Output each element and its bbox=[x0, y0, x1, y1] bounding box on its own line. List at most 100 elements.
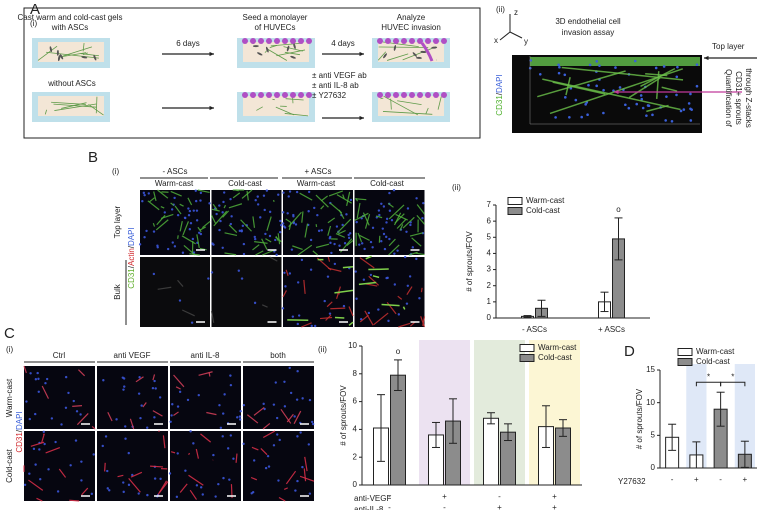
nucleus bbox=[219, 426, 223, 429]
stained-structure bbox=[210, 310, 215, 323]
treatment: ± Y27632 bbox=[312, 91, 347, 100]
nucleus bbox=[665, 95, 668, 98]
nucleus bbox=[639, 94, 643, 97]
nucleus bbox=[28, 417, 31, 421]
nucleus bbox=[75, 410, 79, 413]
nucleus bbox=[34, 378, 38, 381]
nucleus bbox=[385, 235, 388, 239]
nucleus bbox=[309, 238, 313, 242]
stained-structure bbox=[189, 253, 200, 256]
x-row-label: - bbox=[388, 503, 391, 510]
legend-swatch bbox=[507, 197, 523, 205]
nucleus bbox=[262, 402, 265, 406]
legend-swatch bbox=[519, 344, 535, 352]
nucleus bbox=[689, 92, 692, 96]
stained-structure bbox=[222, 210, 230, 218]
nucleus bbox=[44, 382, 47, 385]
huvec bbox=[393, 38, 399, 44]
y-axis-label: # of sprouts/FOV bbox=[635, 388, 644, 449]
panel-label: D bbox=[624, 343, 635, 360]
nucleus bbox=[171, 241, 174, 244]
nucleus bbox=[197, 231, 201, 235]
stained-structure bbox=[81, 487, 89, 496]
nucleus bbox=[238, 229, 242, 233]
stained-structure bbox=[69, 499, 80, 502]
y-tick-label: 3 bbox=[487, 265, 492, 274]
nucleus bbox=[584, 103, 587, 106]
nucleus bbox=[184, 469, 187, 472]
nucleus bbox=[218, 404, 221, 407]
x-row-label: + bbox=[552, 492, 557, 501]
y-tick-label: 0 bbox=[651, 463, 656, 472]
nucleus bbox=[418, 297, 421, 300]
nucleus bbox=[124, 437, 127, 440]
fiber bbox=[275, 106, 295, 116]
stained-structure bbox=[72, 405, 83, 407]
nucleus bbox=[296, 281, 300, 284]
stained-structure bbox=[368, 268, 389, 271]
nucleus bbox=[221, 246, 224, 249]
stained-structure bbox=[200, 433, 212, 443]
stained-structure bbox=[41, 385, 50, 399]
nucleus bbox=[362, 278, 366, 281]
nucleus bbox=[153, 416, 156, 419]
micrograph bbox=[211, 257, 282, 327]
huvec bbox=[401, 38, 407, 44]
nucleus bbox=[80, 460, 83, 463]
huvec bbox=[385, 38, 391, 44]
stain-label: CD31/DAPI bbox=[495, 74, 504, 115]
nucleus bbox=[122, 481, 125, 484]
stained-structure bbox=[76, 412, 89, 426]
stain-part: / bbox=[15, 429, 24, 432]
stained-structure bbox=[336, 194, 352, 204]
nucleus bbox=[602, 88, 605, 92]
stained-structure bbox=[199, 226, 206, 231]
huvec bbox=[393, 92, 399, 98]
stained-structure bbox=[208, 372, 211, 377]
stained-structure bbox=[240, 219, 252, 232]
label: 3D endothelial cell bbox=[555, 17, 621, 26]
nucleus bbox=[662, 65, 666, 68]
nucleus bbox=[682, 108, 686, 111]
sprout-signal bbox=[628, 77, 661, 99]
stained-structure bbox=[252, 216, 256, 228]
stained-structure bbox=[188, 452, 191, 455]
y-tick-label: 0 bbox=[353, 480, 358, 489]
nucleus bbox=[159, 477, 162, 481]
nucleus bbox=[192, 209, 195, 212]
nucleus bbox=[282, 191, 285, 194]
stained-structure bbox=[147, 200, 160, 211]
nucleus bbox=[276, 433, 279, 436]
nucleus bbox=[189, 430, 192, 433]
nucleus bbox=[291, 315, 295, 318]
nucleus bbox=[218, 228, 221, 232]
asc bbox=[286, 45, 290, 52]
nucleus bbox=[308, 398, 312, 402]
label: with ASCs bbox=[51, 23, 88, 32]
fiber bbox=[382, 111, 433, 115]
nucleus bbox=[69, 464, 72, 467]
stained-structure bbox=[104, 462, 106, 472]
nucleus bbox=[199, 199, 202, 202]
stained-structure bbox=[251, 446, 259, 451]
stained-structure bbox=[422, 316, 426, 326]
y-tick-label: 6 bbox=[487, 216, 492, 225]
nucleus bbox=[275, 253, 278, 257]
stained-structure bbox=[285, 470, 297, 485]
quant-label: CD31+ sprouts bbox=[734, 71, 743, 125]
nucleus bbox=[122, 377, 126, 380]
nucleus bbox=[223, 393, 226, 396]
nucleus bbox=[153, 477, 157, 480]
fiber bbox=[269, 44, 278, 49]
nucleus bbox=[173, 196, 176, 200]
stained-structure bbox=[195, 448, 199, 459]
stained-structure bbox=[327, 256, 331, 262]
nucleus bbox=[580, 115, 583, 119]
nucleus bbox=[43, 442, 46, 446]
nucleus bbox=[310, 420, 314, 424]
stain-label: CD31/DAPI bbox=[15, 411, 24, 452]
huvec bbox=[274, 38, 280, 44]
stained-structure bbox=[201, 220, 211, 229]
label: + ASCs bbox=[305, 167, 332, 176]
micrograph bbox=[354, 190, 425, 255]
